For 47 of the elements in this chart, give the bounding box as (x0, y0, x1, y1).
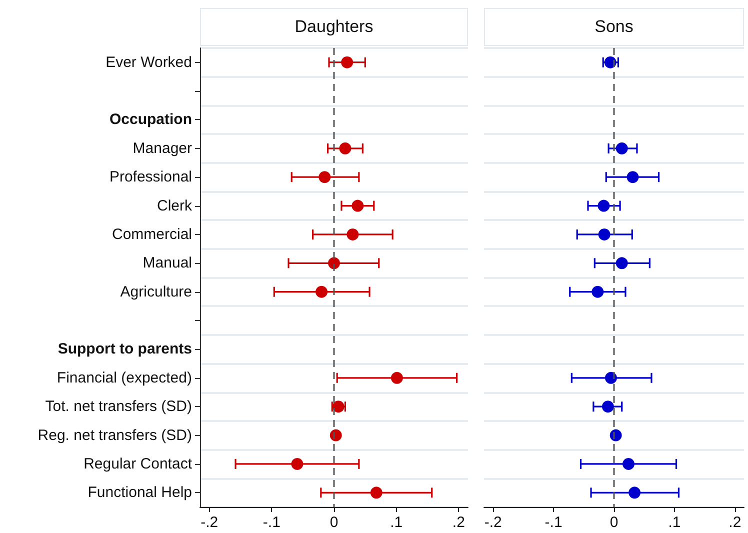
y-tick-label: Agriculture (120, 283, 192, 300)
point (390, 372, 403, 384)
point (316, 286, 328, 298)
point (291, 458, 304, 470)
point (616, 142, 628, 154)
point (622, 458, 635, 470)
x-tick-label: 0 (610, 514, 618, 531)
y-tick-label: Manager (132, 140, 192, 157)
y-tick-label: Manual (142, 254, 192, 272)
chart-title: Sons (484, 8, 744, 46)
point (628, 486, 641, 499)
point (352, 200, 364, 212)
point (604, 56, 616, 68)
y-tick-label: Support to parents (58, 340, 192, 358)
point (370, 486, 382, 499)
y-tick-label: Occupation (109, 111, 192, 128)
x-tick-label: -.1 (262, 514, 280, 531)
x-tick-label: 0 (330, 514, 338, 531)
point (328, 257, 340, 270)
y-tick-label: Reg. net transfers (SD) (38, 426, 192, 444)
point (598, 228, 610, 240)
point (341, 56, 354, 68)
point (339, 142, 352, 154)
y-tick-label: Ever Worked (106, 54, 192, 71)
y-tick-label: Professional (109, 168, 192, 186)
y-tick-label: Commercial (112, 226, 192, 243)
x-tick-label: -.2 (484, 514, 502, 531)
x-tick-label: -.2 (200, 514, 218, 531)
point (318, 171, 331, 184)
x-tick-label: -.1 (544, 514, 562, 531)
point (626, 171, 639, 184)
point (616, 257, 628, 270)
y-tick-label: Regular Contact (84, 455, 193, 472)
x-tick-label: .1 (390, 514, 403, 531)
x-tick-label: .2 (452, 514, 465, 531)
point (604, 372, 617, 384)
x-tick-label: .1 (668, 514, 681, 531)
point (598, 200, 610, 212)
y-tick-label: Financial (expected) (56, 369, 192, 386)
point (592, 286, 604, 298)
y-tick-label: Clerk (156, 197, 192, 214)
y-tick-label: Functional Help (88, 484, 192, 502)
point (346, 228, 359, 240)
point (602, 400, 614, 413)
chart-title: Daughters (200, 8, 468, 46)
x-tick-label: .2 (728, 514, 742, 531)
y-tick-label: Tot. net transfers (SD) (45, 398, 192, 416)
